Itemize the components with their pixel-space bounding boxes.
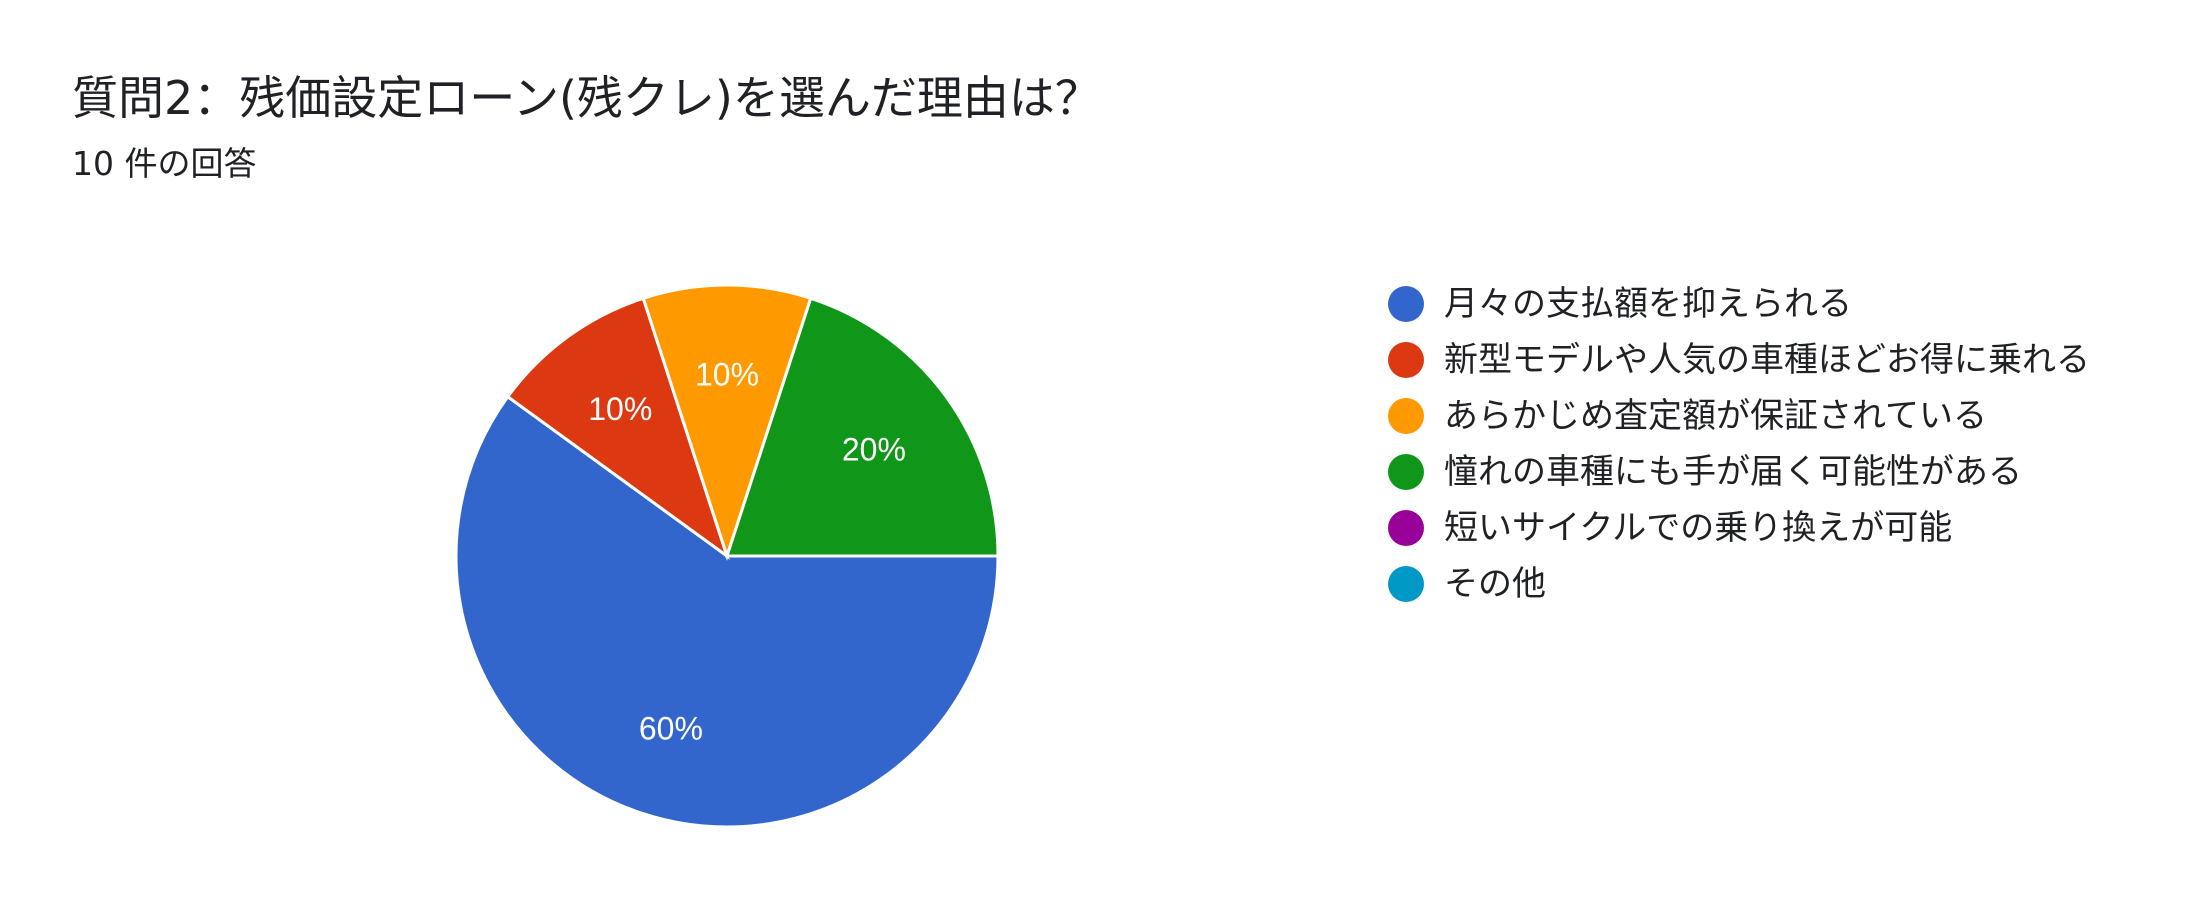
pie-slices xyxy=(454,283,1000,829)
legend-swatch-icon xyxy=(1388,342,1424,378)
legend-swatch-icon xyxy=(1388,398,1424,434)
legend-swatch-icon xyxy=(1388,510,1424,546)
legend-item[interactable]: 新型モデルや人気の車種ほどお得に乗れる xyxy=(1388,332,2128,388)
pie-data-label: 60% xyxy=(639,711,703,747)
legend-item[interactable]: その他 xyxy=(1388,556,2128,612)
legend-label: 憧れの車種にも手が届く可能性がある xyxy=(1444,452,2022,492)
pie-data-labels: 60% 10% 10% 20% xyxy=(588,356,906,746)
legend-swatch-icon xyxy=(1388,286,1424,322)
pie-data-label: 10% xyxy=(588,391,652,427)
chart-legend: 月々の支払額を抑えられる新型モデルや人気の車種ほどお得に乗れる あらかじめ査定額が… xyxy=(1388,276,2128,612)
legend-label: 新型モデルや人気の車種ほどお得に乗れる xyxy=(1444,340,2090,380)
pie-data-label: 10% xyxy=(695,356,759,392)
pie-slice[interactable] xyxy=(724,296,1000,558)
pie-slice[interactable] xyxy=(454,394,1000,829)
chart-title: 質問2：残価設定ローン(残クレ)を選んだ理由は？ xyxy=(72,71,1101,125)
legend-label: 短いサイクルでの乗り換えが可能 xyxy=(1444,508,1953,548)
legend-item[interactable]: 短いサイクルでの乗り換えが可能 xyxy=(1388,500,2128,556)
pie-data-label: 20% xyxy=(842,431,906,467)
legend-item[interactable]: あらかじめ査定額が保証されている xyxy=(1388,388,2128,444)
legend-item[interactable]: 憧れの車種にも手が届く可能性がある xyxy=(1388,444,2128,500)
pie-slice[interactable] xyxy=(641,283,813,561)
pie-slice[interactable] xyxy=(505,296,730,560)
legend-swatch-icon xyxy=(1388,566,1424,602)
response-count: 10 件の回答 xyxy=(72,144,257,183)
legend-label: あらかじめ査定額が保証されている xyxy=(1444,396,1987,436)
legend-label: その他 xyxy=(1444,564,1546,604)
legend-item[interactable]: 月々の支払額を抑えられる xyxy=(1388,276,2128,332)
legend-label: 月々の支払額を抑えられる xyxy=(1444,284,1852,324)
legend-swatch-icon xyxy=(1388,454,1424,490)
